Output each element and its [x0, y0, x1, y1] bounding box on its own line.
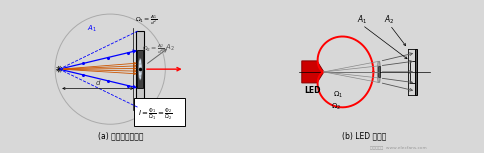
Text: LED: LED [304, 86, 320, 95]
Bar [377, 66, 379, 77]
Text: d: d [95, 80, 100, 86]
Text: $A_1$: $A_1$ [87, 24, 96, 34]
Text: $\Omega_2=\frac{A_2}{d^2}$: $\Omega_2=\frac{A_2}{d^2}$ [142, 43, 164, 56]
Bar [136, 31, 144, 108]
Polygon shape [301, 61, 323, 83]
Text: (b) LED 光强测: (b) LED 光强测 [341, 131, 385, 140]
Text: $A_1$: $A_1$ [356, 13, 366, 26]
Text: $A_2$: $A_2$ [384, 13, 394, 26]
Bar [414, 49, 417, 95]
Bar [137, 50, 143, 88]
Text: 电子发烧友  www.elecfans.com: 电子发烧友 www.elecfans.com [369, 145, 425, 149]
Text: $\Omega_2$: $\Omega_2$ [330, 102, 340, 112]
Text: (a) 点光源光强测试: (a) 点光源光强测试 [98, 131, 144, 140]
Text: $I=\frac{\Phi_1}{\Omega_1}=\frac{\Phi_2}{\Omega_2}$: $I=\frac{\Phi_1}{\Omega_1}=\frac{\Phi_2}… [137, 106, 172, 122]
Ellipse shape [138, 58, 142, 80]
Text: $\Omega_1=\frac{A_1}{d^2}$: $\Omega_1=\frac{A_1}{d^2}$ [135, 14, 157, 27]
FancyBboxPatch shape [134, 98, 184, 126]
Text: $A_2$: $A_2$ [165, 43, 175, 53]
Text: $\Omega_1$: $\Omega_1$ [333, 90, 343, 100]
